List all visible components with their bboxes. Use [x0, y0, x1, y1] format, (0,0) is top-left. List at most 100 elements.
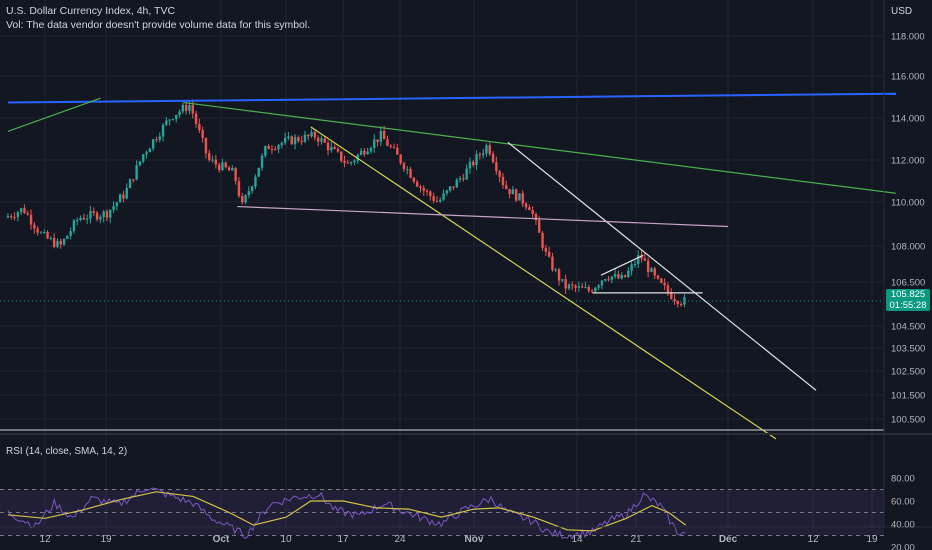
- candle-body: [155, 139, 158, 141]
- candle-body: [501, 176, 505, 186]
- candle-body: [39, 232, 43, 234]
- candle-body: [26, 213, 29, 215]
- candle-body: [660, 278, 663, 283]
- candle-body: [244, 195, 247, 203]
- candle-body: [208, 153, 211, 160]
- price-tick-label: 102.500: [891, 367, 925, 378]
- candle-body: [320, 138, 323, 142]
- trendline-white[interactable]: [507, 141, 817, 391]
- candle-body: [171, 119, 175, 121]
- rsi-legend[interactable]: RSI (14, close, SMA, 14, 2): [6, 446, 128, 457]
- candle-body: [452, 186, 455, 188]
- candle-body: [241, 196, 244, 203]
- candle-body: [630, 264, 633, 271]
- candle-body: [191, 105, 194, 114]
- candle-body: [574, 285, 577, 288]
- candle-body: [564, 279, 567, 289]
- candle-body: [128, 179, 132, 189]
- pane-separators: [0, 0, 932, 528]
- candle-body: [498, 171, 501, 177]
- candle-body: [640, 255, 643, 259]
- time-tick-label: 12: [39, 534, 51, 545]
- candle-body: [485, 145, 488, 154]
- price-tick-label: 112.000: [891, 156, 925, 167]
- candle-body: [267, 146, 270, 150]
- candle-body: [76, 220, 79, 222]
- candle-body: [214, 159, 218, 165]
- candle-body: [448, 186, 452, 191]
- candle-body: [620, 275, 623, 279]
- rsi-tick-label: 20.00: [891, 543, 915, 550]
- candle-body: [597, 285, 600, 288]
- symbol-title[interactable]: U.S. Dollar Currency Index, 4h, TVC: [6, 5, 176, 17]
- candle-body: [594, 287, 597, 292]
- trendline-white[interactable]: [600, 254, 644, 276]
- candle-body: [109, 209, 112, 218]
- candle-body: [247, 191, 251, 196]
- trendline-green[interactable]: [7, 97, 101, 132]
- time-tick-label: 17: [337, 534, 349, 545]
- candle-body: [62, 238, 66, 245]
- candle-body: [323, 138, 326, 143]
- candle-body: [333, 147, 336, 149]
- candle-body: [422, 187, 425, 191]
- candle-body: [293, 137, 297, 145]
- candle-body: [419, 186, 422, 188]
- candle-body: [250, 186, 254, 192]
- candle-body: [541, 232, 544, 249]
- candle-body: [524, 203, 528, 208]
- candle-body: [363, 150, 366, 155]
- candle-body: [349, 162, 353, 164]
- candle-body: [303, 134, 307, 142]
- trendline-group[interactable]: [7, 92, 897, 440]
- candle-body: [165, 120, 168, 125]
- candle-body: [656, 275, 660, 279]
- candle-body: [237, 181, 241, 197]
- candle-body: [554, 269, 557, 271]
- candle-body: [505, 185, 508, 189]
- candle-body: [92, 211, 95, 213]
- candle-body: [590, 290, 594, 292]
- candle-body: [283, 137, 287, 143]
- time-tick-label: 19: [866, 534, 878, 545]
- candle-body: [254, 176, 257, 187]
- candle-body: [297, 137, 300, 142]
- candle-body: [198, 123, 201, 131]
- price-axis[interactable]: 118.000 116.000 114.000 112.000 110.000 108.0…: [891, 32, 925, 426]
- trendline-blue[interactable]: [7, 92, 897, 104]
- candle-body: [6, 216, 10, 218]
- candle-body: [270, 149, 274, 151]
- currency-label[interactable]: USD: [891, 6, 913, 17]
- candle-body: [23, 208, 26, 214]
- candle-body: [643, 258, 647, 261]
- trendline-yellow[interactable]: [310, 126, 777, 440]
- candle-body: [310, 131, 313, 137]
- last-price-badge: 105.825 01:55:28: [886, 289, 930, 311]
- candle-body: [135, 165, 138, 180]
- candle-body: [587, 287, 590, 291]
- price-tick-label: 116.000: [891, 72, 925, 83]
- rsi-axis[interactable]: 80.00 60.00 40.00 20.00: [891, 474, 915, 550]
- candle-body: [567, 284, 571, 289]
- candle-body: [666, 285, 670, 293]
- candle-body: [607, 279, 610, 281]
- time-tick-label: Oct: [213, 534, 230, 545]
- candle-body: [231, 167, 234, 171]
- price-tick-label: 110.000: [891, 198, 925, 209]
- candle-body: [66, 235, 69, 239]
- rsi-tick-label: 40.00: [891, 520, 915, 531]
- candle-body: [495, 162, 498, 172]
- candle-body: [462, 178, 465, 180]
- time-axis[interactable]: 12 19 Oct 10 17 24 Nov 14 21 Dec 12 19: [39, 534, 878, 545]
- trendline-pink[interactable]: [237, 205, 729, 228]
- volume-note: Vol: The data vendor doesn't provide vol…: [6, 19, 311, 31]
- trendline-green[interactable]: [183, 101, 897, 194]
- candle-body: [168, 119, 171, 121]
- candle-body: [95, 212, 99, 220]
- candle-body: [435, 200, 439, 202]
- candle-body: [85, 218, 89, 220]
- candle-body: [82, 217, 86, 220]
- candle-body: [52, 238, 56, 247]
- candle-body: [429, 191, 432, 197]
